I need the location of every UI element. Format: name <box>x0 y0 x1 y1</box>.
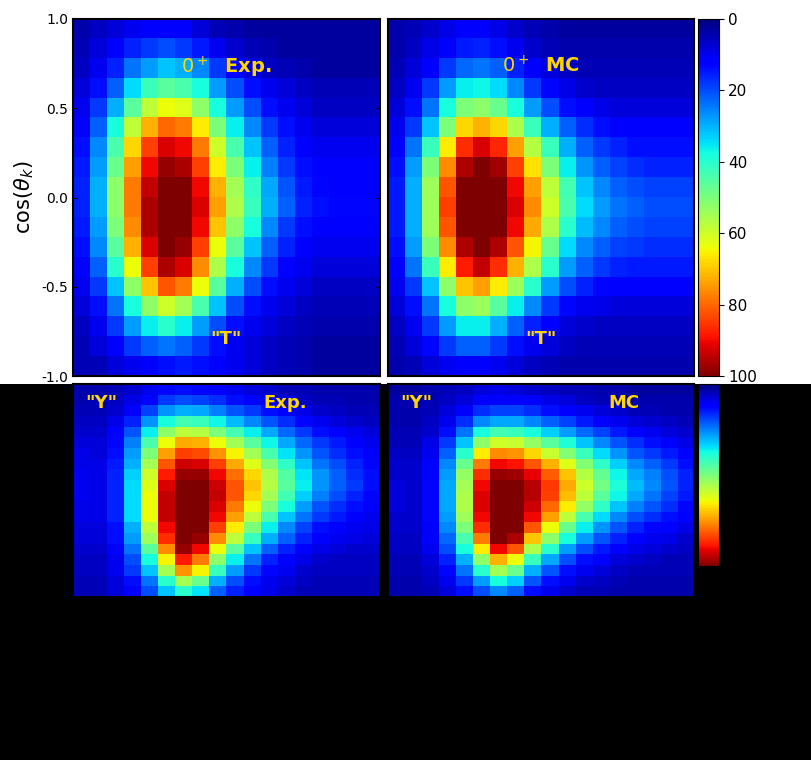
Text: MC: MC <box>607 394 639 413</box>
Text: $0^+$  Exp.: $0^+$ Exp. <box>181 55 272 80</box>
Text: "Y": "Y" <box>85 394 118 413</box>
Y-axis label: $\mathrm{cos}(\theta_k)$: $\mathrm{cos}(\theta_k)$ <box>12 161 36 234</box>
Text: "T": "T" <box>525 330 556 347</box>
Text: $0^+$  MC: $0^+$ MC <box>501 55 579 76</box>
Text: "T": "T" <box>210 330 242 347</box>
Text: "Y": "Y" <box>400 394 431 413</box>
Text: Exp.: Exp. <box>263 394 307 413</box>
